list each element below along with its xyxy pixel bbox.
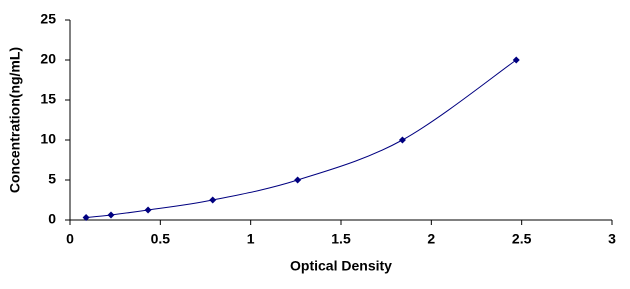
- data-point: [512, 56, 520, 64]
- x-tick-label: 0: [66, 231, 74, 247]
- x-tick-label: 2.5: [512, 231, 532, 247]
- data-point: [144, 206, 152, 214]
- fit-curve: [86, 59, 517, 219]
- y-tick-label: 20: [40, 51, 56, 67]
- x-tick-label: 0.5: [151, 231, 171, 247]
- data-point: [398, 136, 406, 144]
- data-point: [294, 176, 302, 184]
- data-point: [107, 211, 115, 219]
- y-tick-label: 25: [40, 11, 56, 27]
- x-axis-title: Optical Density: [290, 258, 392, 274]
- y-tick-label: 5: [48, 171, 56, 187]
- y-tick-label: 15: [40, 91, 56, 107]
- x-tick-label: 2: [427, 231, 435, 247]
- x-tick-label: 1.5: [331, 231, 351, 247]
- data-point: [209, 196, 217, 204]
- y-tick-label: 0: [48, 211, 56, 227]
- x-tick-label: 3: [608, 231, 616, 247]
- y-tick-label: 10: [40, 131, 56, 147]
- data-point: [82, 214, 90, 222]
- x-tick-label: 1: [247, 231, 255, 247]
- y-axis-title: Concentration(ng/mL): [7, 47, 23, 193]
